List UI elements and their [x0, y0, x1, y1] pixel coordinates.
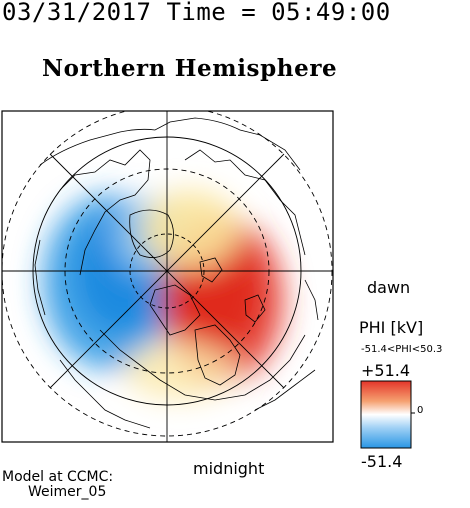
model-credit-line1: Model at CCMC: [2, 469, 114, 485]
colorbar [360, 380, 415, 449]
colorbar-gradient [360, 380, 412, 449]
dawn-label: dawn [367, 278, 411, 297]
colorbar-zero-label: 0 [417, 405, 424, 416]
colorbar-range: -51.4<PHI<50.3 [361, 344, 443, 355]
model-credit-line2: Weimer_05 [28, 484, 107, 500]
map-frame [1, 110, 334, 443]
time-header: 03/31/2017 Time = 05:49:00 [2, 0, 391, 26]
colorbar-title: PHI [kV] [359, 318, 424, 337]
potential-field [42, 190, 284, 400]
meridians [2, 111, 333, 442]
colorbar-min-label: -51.4 [361, 452, 403, 471]
midnight-label: midnight [193, 459, 265, 478]
colorbar-max-label: +51.4 [361, 361, 411, 380]
coastlines [34, 117, 319, 429]
hemisphere-title: Northern Hemisphere [42, 55, 338, 82]
